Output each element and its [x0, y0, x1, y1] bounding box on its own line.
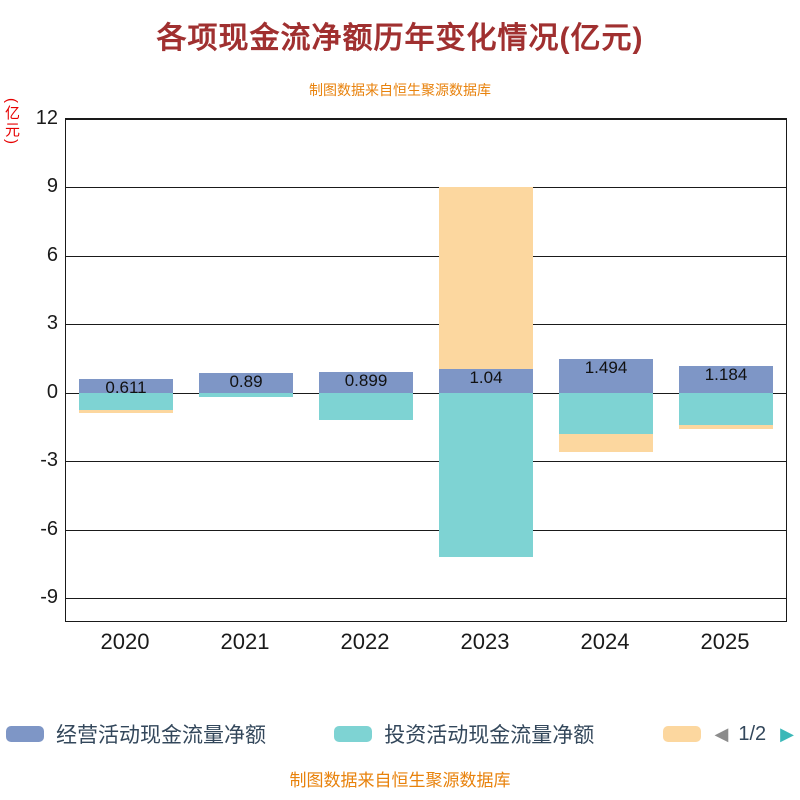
gridline — [66, 461, 786, 463]
legend-swatch-operating-icon — [6, 726, 44, 742]
plot-area: 0.611 0.89 0.899 1.04 1.494 1.184 — [65, 118, 787, 622]
y-tick-label: 9 — [46, 175, 58, 198]
y-tick-label: -6 — [40, 517, 58, 540]
bar-operating-2023 — [439, 369, 533, 393]
gridline — [66, 255, 786, 257]
y-tick-label: 12 — [35, 107, 58, 129]
bar-operating-2021 — [199, 372, 293, 393]
legend-page-indicator: 1/2 — [738, 722, 767, 745]
bar-operating-2024 — [559, 358, 653, 393]
x-tick-label: 2021 — [220, 629, 270, 654]
bar-series3-2024 — [559, 433, 653, 453]
bar-series3-2025 — [679, 424, 773, 430]
bar-value-label: 1.04 — [469, 368, 503, 388]
bar-investing-2021 — [199, 392, 293, 398]
bar-investing-2023 — [439, 392, 533, 558]
bar-series3-2023 — [439, 186, 533, 370]
legend-label-investing: 投资活动现金流量净额 — [384, 724, 595, 747]
source-note-bottom: 制图数据来自恒生聚源数据库 — [289, 771, 511, 790]
gridline — [66, 392, 786, 394]
gridline — [66, 187, 786, 189]
legend-swatch-third-series-icon — [662, 726, 701, 742]
gridline — [66, 324, 786, 326]
x-tick-label: 2022 — [340, 629, 390, 654]
legend: 经营活动现金流量净额 投资活动现金流量净额 ◀ 1/2 ▶ — [6, 719, 794, 749]
legend-item-investing: 投资活动现金流量净额 — [334, 719, 594, 749]
legend-item-third-series-pagination: ◀ 1/2 ▶ — [662, 722, 794, 746]
y-tick-label: 3 — [46, 312, 58, 335]
x-tick-label: 2025 — [700, 629, 750, 654]
bar-value-label: 0.899 — [344, 371, 388, 391]
legend-label-operating: 经营活动现金流量净额 — [56, 724, 266, 747]
y-axis-unit-label: (亿元) — [3, 98, 20, 146]
x-tick-label: 2020 — [100, 629, 150, 654]
x-tick-label: 2023 — [460, 629, 510, 654]
legend-swatch-investing-icon — [334, 726, 373, 742]
bar-operating-2025 — [679, 365, 773, 393]
bar-value-label: 0.89 — [229, 371, 263, 391]
chart-title: 各项现金流净额历年变化情况(亿元) — [156, 22, 644, 55]
bar-investing-2025 — [679, 392, 773, 425]
bar-investing-2020 — [79, 392, 173, 410]
legend-next-page-icon[interactable]: ▶ — [780, 723, 794, 744]
bar-operating-2022 — [319, 372, 413, 393]
bar-operating-2020 — [79, 378, 173, 393]
y-tick-label: 6 — [46, 243, 58, 266]
x-tick-label: 2024 — [580, 629, 630, 654]
bar-investing-2022 — [319, 392, 413, 421]
bar-investing-2024 — [559, 392, 653, 434]
bar-series3-2020 — [79, 409, 173, 414]
gridline — [66, 598, 786, 600]
y-tick-label: -9 — [40, 586, 58, 609]
source-note-top: 制图数据来自恒生聚源数据库 — [309, 82, 491, 98]
gridline — [66, 529, 786, 531]
bar-value-label: 0.611 — [105, 377, 147, 397]
y-tick-label: -3 — [40, 449, 58, 472]
legend-item-operating: 经营活动现金流量净额 — [6, 719, 266, 749]
legend-prev-page-icon[interactable]: ◀ — [714, 723, 729, 744]
bar-value-label: 1.494 — [584, 357, 628, 377]
bar-value-label: 1.184 — [704, 364, 748, 384]
y-tick-label: 0 — [46, 380, 58, 403]
gridline — [66, 119, 786, 120]
